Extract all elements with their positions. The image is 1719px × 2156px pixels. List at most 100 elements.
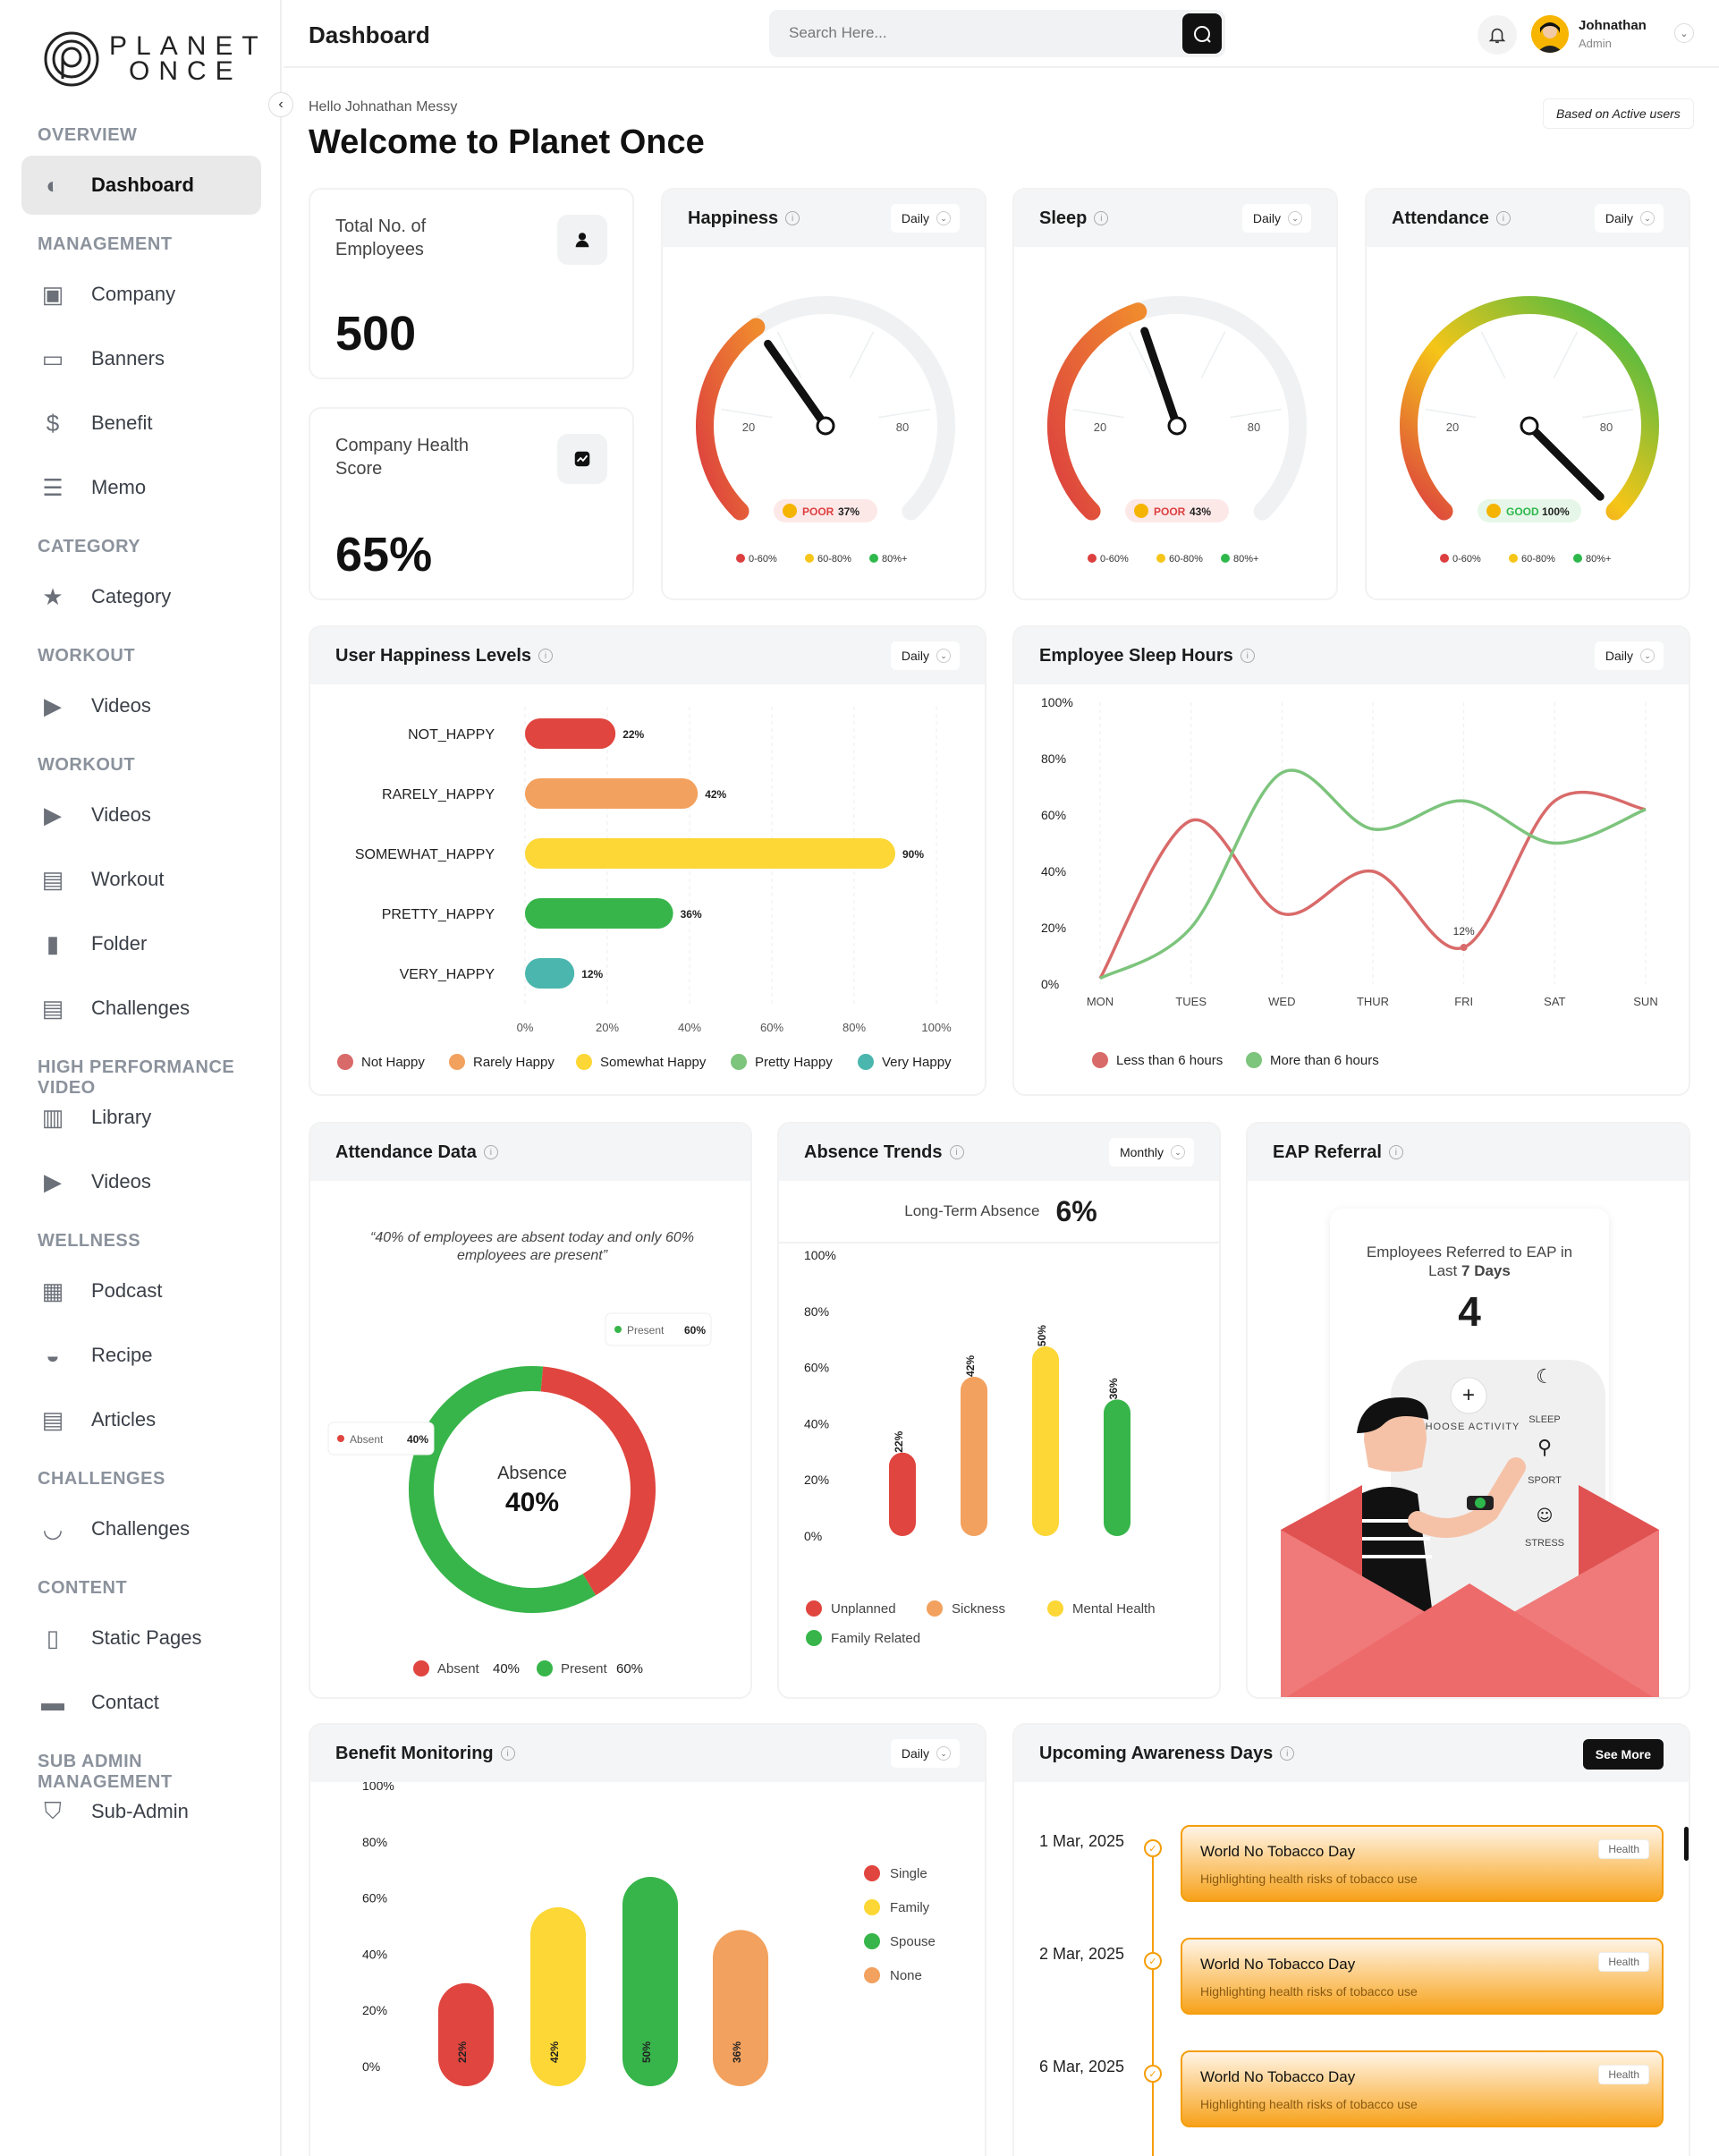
info-icon[interactable]: i (500, 1746, 515, 1761)
gauge-percent: 43% (1190, 505, 1211, 518)
filter-dropdown[interactable]: Daily ⌄ (890, 1739, 960, 1768)
sidebar-item-dashboard[interactable]: ◐ Dashboard (21, 156, 261, 215)
stat-label: Total No. of Employees (335, 216, 427, 259)
sidebar-item-challenges[interactable]: ◡ Challenges (21, 1499, 261, 1558)
sidebar-item-company[interactable]: ▣ Company (21, 265, 261, 324)
sidebar-item-sub-admin[interactable]: ⛉ Sub-Admin (21, 1782, 261, 1841)
sidebar-item-videos[interactable]: ▶ Videos (21, 1152, 261, 1211)
sidebar-item-challenges[interactable]: ▤ Challenges (21, 979, 261, 1038)
sidebar-item-folder[interactable]: ▮ Folder (21, 914, 261, 973)
filter-dropdown[interactable]: Daily ⌄ (1241, 204, 1311, 233)
chevron-down-icon: ⌄ (1171, 1145, 1185, 1159)
scrollbar-thumb[interactable] (1684, 1827, 1689, 1861)
info-icon[interactable]: i (1388, 1145, 1403, 1159)
sidebar-item-podcast[interactable]: ▦ Podcast (21, 1261, 261, 1320)
shoe-icon: ◡ (42, 1515, 64, 1542)
sidebar-item-contact[interactable]: ▬ Contact (21, 1673, 261, 1732)
y-tick-label: 20% (362, 2003, 387, 2017)
sidebar-item-static-pages[interactable]: ▯ Static Pages (21, 1609, 261, 1668)
stat-icon-box (557, 215, 607, 265)
card-header: Attendance i Daily ⌄ (1367, 190, 1689, 247)
filter-dropdown[interactable]: Daily ⌄ (890, 641, 960, 670)
bar[interactable] (622, 1877, 678, 2086)
search-input[interactable]: Search Here... (789, 24, 887, 41)
happiness-bar[interactable] (525, 898, 673, 929)
benefit-monitoring-card: Benefit Monitoring i Daily ⌄ 0% 20% 40% 60% 80… (309, 1723, 987, 2156)
based-on-badge: Based on Active users (1543, 98, 1694, 129)
bar[interactable] (889, 1452, 916, 1536)
filter-dropdown[interactable]: Monthly ⌄ (1108, 1138, 1194, 1167)
sidebar-item-videos[interactable]: ▶ Videos (21, 785, 261, 845)
bar[interactable] (1032, 1346, 1059, 1536)
sleep-series-line[interactable] (1099, 768, 1647, 980)
sidebar-item-videos[interactable]: ▶ Videos (21, 676, 261, 735)
notifications-button[interactable] (1478, 15, 1517, 55)
avatar[interactable] (1531, 15, 1569, 53)
sidebar-item-category[interactable]: ★ Category (21, 567, 261, 626)
gauge-gridline (849, 331, 875, 378)
sidebar-item-label: Recipe (91, 1344, 153, 1366)
gauge-tick-label: 80 (1248, 420, 1260, 434)
search-button[interactable] (1182, 13, 1222, 54)
donut-slice-absent[interactable] (540, 1366, 656, 1596)
happiness-bar[interactable] (525, 958, 575, 989)
benefit-bar-chart: 0% 20% 40% 60% 80% 100% 22% 42% 50% 36% Single Fami… (362, 1782, 936, 2086)
gauge-needle (1140, 327, 1181, 430)
company-icon: ▣ (41, 280, 64, 308)
sleep-series-line[interactable] (1098, 790, 1647, 980)
user-menu-chevron-icon[interactable]: ⌄ (1674, 23, 1694, 43)
info-icon[interactable]: i (538, 649, 553, 663)
sidebar-item-workout[interactable]: ▤ Workout (21, 850, 261, 909)
gauge-needle (764, 339, 830, 430)
sidebar-item-articles[interactable]: ▤ Articles (21, 1390, 261, 1449)
bar-value-label: 42% (705, 788, 726, 801)
gauge-tick-label: 20 (1094, 420, 1106, 434)
awareness-event[interactable]: World No Tobacco Day Highlighting health … (1181, 1825, 1664, 1902)
awareness-event[interactable]: World No Tobacco Day Highlighting health … (1181, 1938, 1664, 2015)
filter-dropdown[interactable]: Daily ⌄ (1594, 641, 1664, 670)
bar[interactable] (961, 1376, 987, 1536)
sidebar-item-library[interactable]: ▥ Library (21, 1088, 261, 1147)
bar-value-label: 42% (548, 2041, 561, 2063)
donut-slice-present[interactable] (409, 1366, 597, 1613)
sidebar-section-title: OVERVIEW (38, 125, 138, 145)
sidebar-item-benefit[interactable]: $ Benefit (21, 394, 261, 453)
page-title: Dashboard (309, 21, 430, 48)
bar[interactable] (713, 1930, 768, 2086)
category-label: NOT_HAPPY (408, 727, 495, 743)
info-icon[interactable]: i (785, 211, 800, 225)
sidebar: PLANET ONCE OVERVIEW ◐ Dashboard MANAGEMENT… (0, 0, 282, 2156)
bar[interactable] (1104, 1399, 1130, 1536)
gauge-status-badge (1478, 499, 1581, 522)
sidebar-item-memo[interactable]: ☰ Memo (21, 458, 261, 517)
info-icon[interactable]: i (1094, 211, 1109, 225)
eap-illustration: + CHOOSE ACTIVITY ☾ SLEEP ⚲ SPORT ☺ STRE… (1281, 1360, 1659, 1697)
sidebar-item-recipe[interactable]: ◒ Recipe (21, 1326, 261, 1385)
info-icon[interactable]: i (1495, 211, 1511, 225)
sidebar-item-banners[interactable]: ▭ Banners (21, 329, 261, 388)
see-more-button[interactable]: See More (1582, 1739, 1664, 1770)
collapse-sidebar-button[interactable]: ‹ (268, 92, 293, 117)
event-subtitle: Highlighting health risks of tobacco use (1200, 1984, 1418, 1999)
sidebar-section-title: HIGH PERFORMANCE VIDEO (38, 1057, 235, 1098)
info-icon[interactable]: i (1280, 1746, 1295, 1761)
filter-dropdown[interactable]: Daily ⌄ (1594, 204, 1664, 233)
awareness-event[interactable]: World No Tobacco Day Highlighting health … (1181, 2050, 1664, 2127)
bar[interactable] (438, 1982, 494, 2086)
memo-icon: ☰ (42, 473, 64, 501)
filter-dropdown[interactable]: Daily ⌄ (890, 204, 960, 233)
brand-logo[interactable]: PLANET ONCE (43, 30, 267, 88)
user-name[interactable]: Johnathan (1579, 18, 1647, 33)
info-icon[interactable]: i (949, 1145, 964, 1159)
info-icon[interactable]: i (483, 1145, 498, 1159)
gauge-tick-label: 20 (742, 420, 755, 434)
search-box[interactable]: Search Here... (769, 10, 1225, 57)
happiness-bar[interactable] (525, 838, 895, 869)
bar[interactable] (530, 1906, 586, 2086)
attendance-data-card: Attendance Data i “40% of employees are a… (309, 1122, 752, 1699)
info-icon[interactable]: i (1240, 649, 1255, 663)
happiness-bar[interactable] (525, 778, 699, 809)
x-tick-label: 0% (517, 1021, 534, 1034)
happiness-bar[interactable] (525, 718, 616, 749)
workout-icon: ▤ (41, 865, 64, 893)
